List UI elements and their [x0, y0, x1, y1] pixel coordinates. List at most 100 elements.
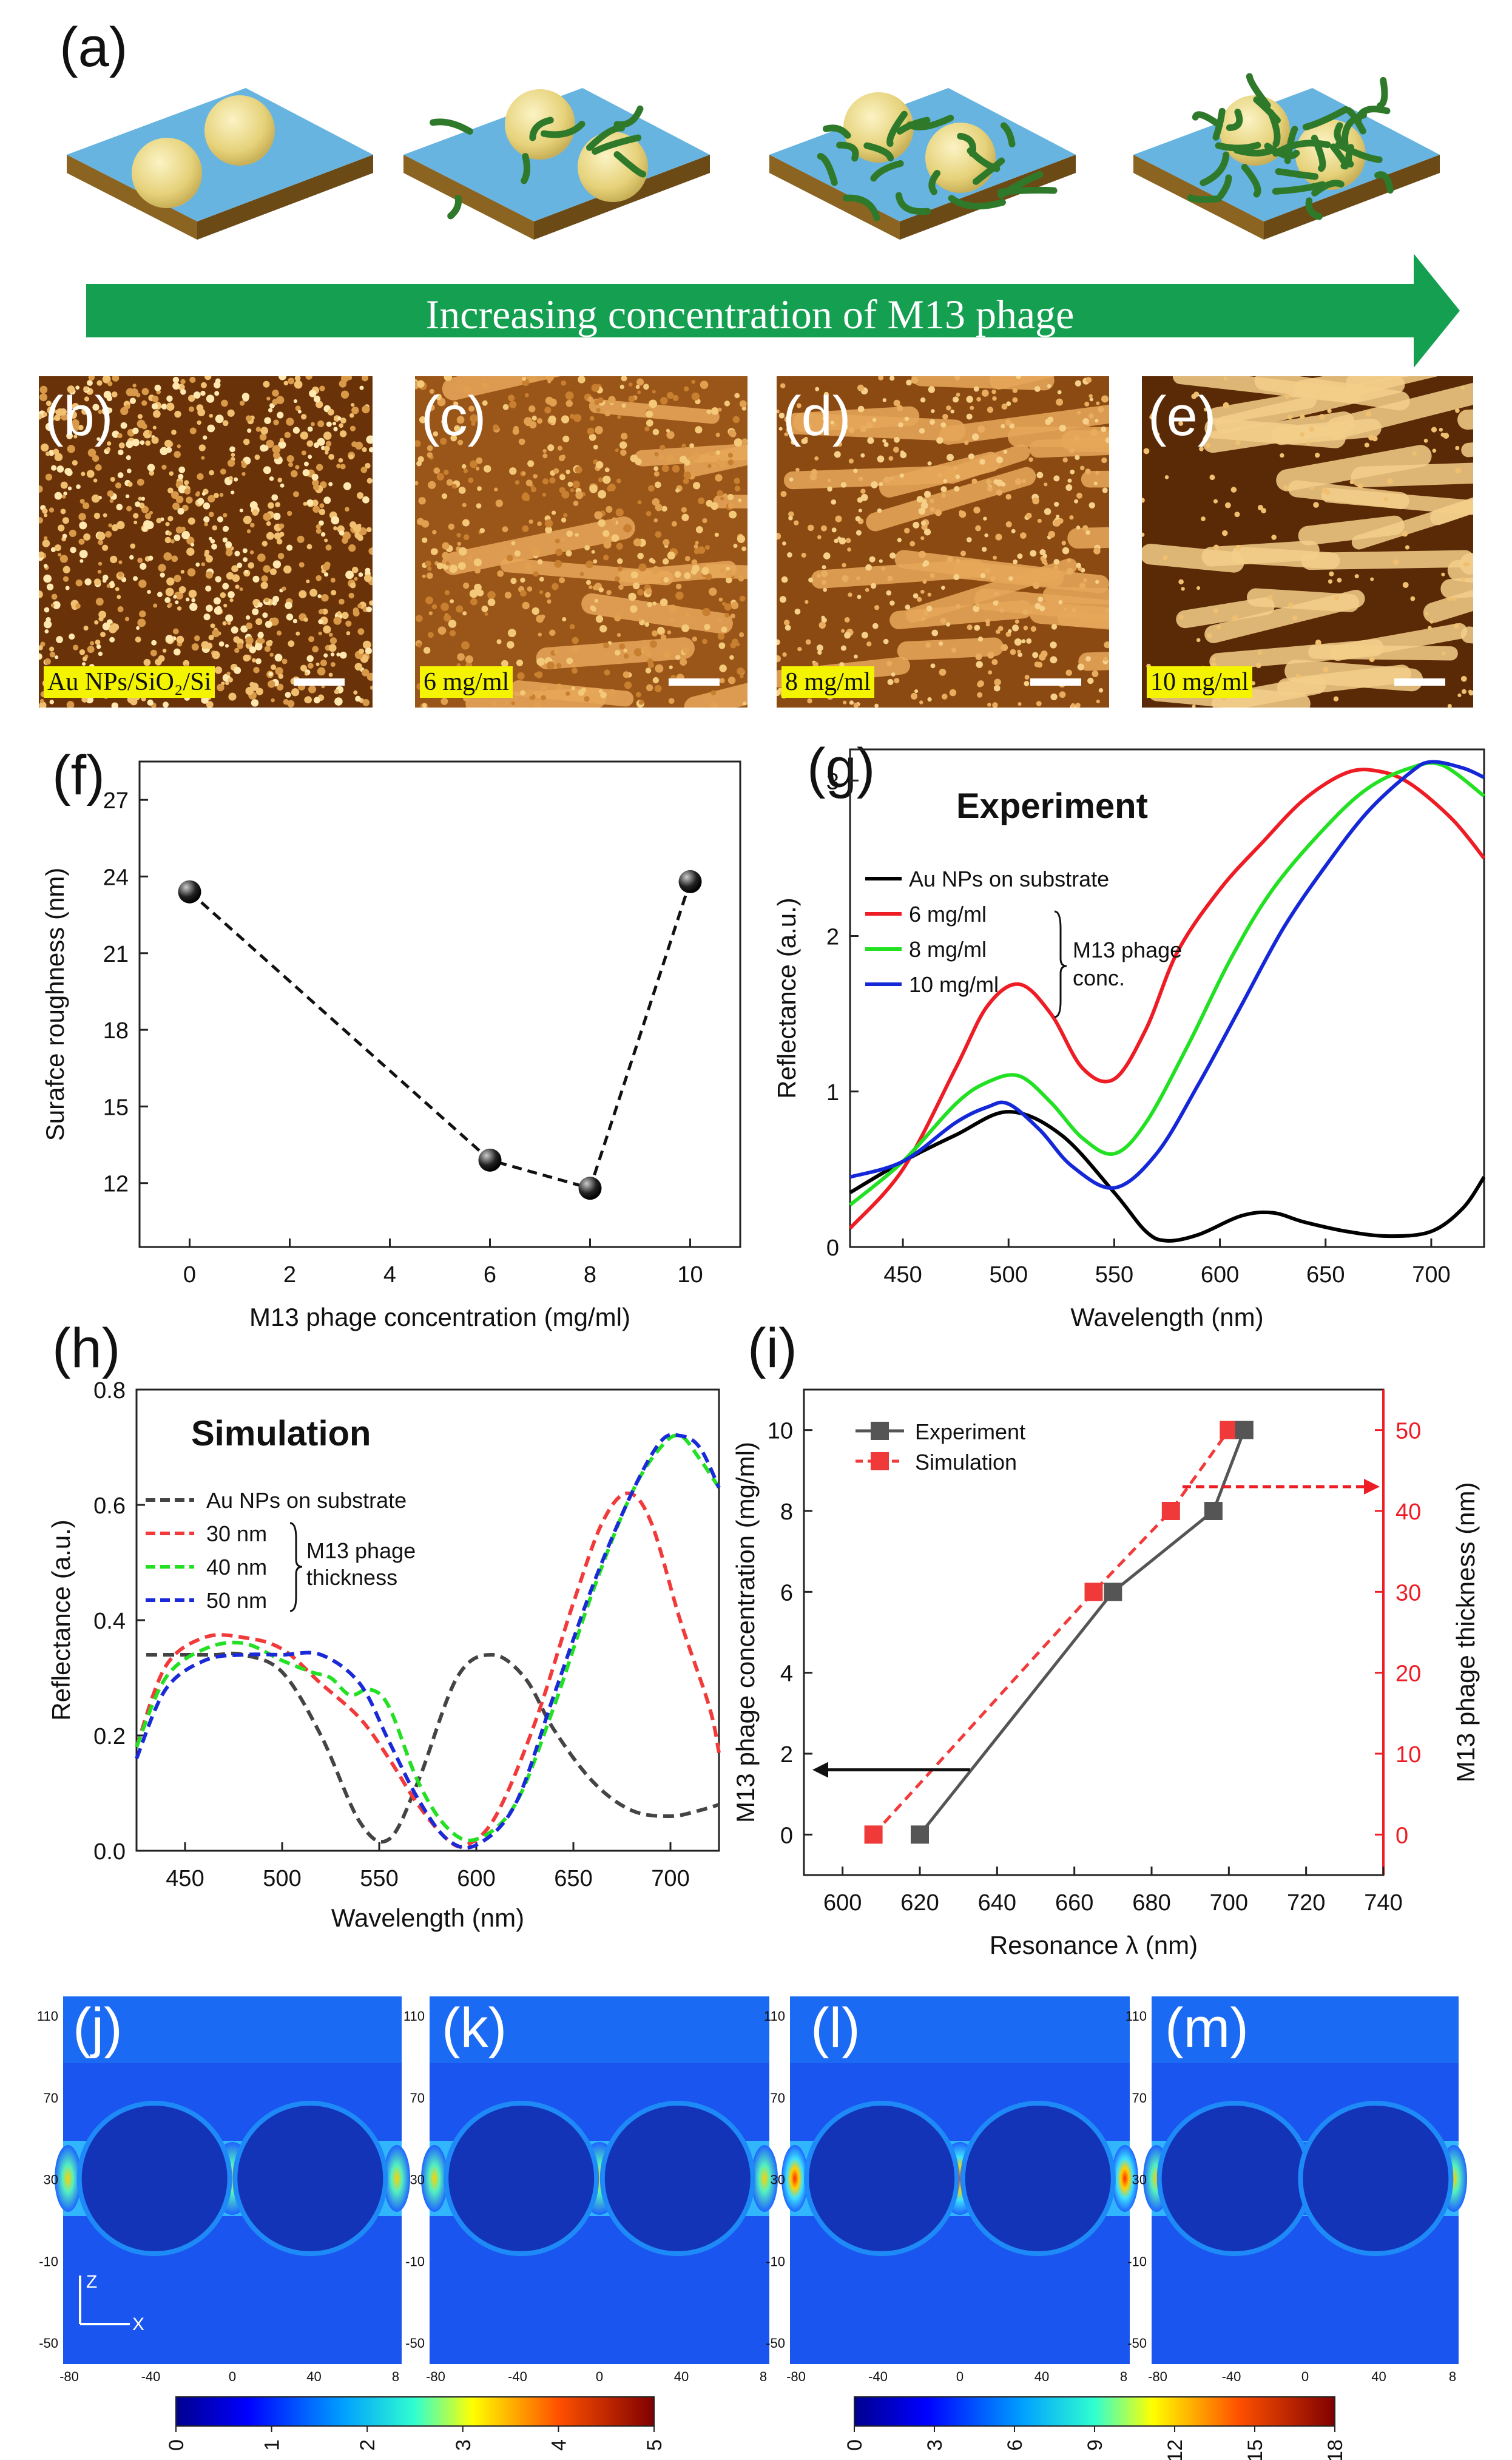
afm-particle	[132, 427, 139, 434]
afm-particle	[1369, 657, 1375, 663]
afm-particle	[462, 519, 470, 527]
afm-particle	[693, 482, 701, 490]
afm-particle	[1154, 431, 1160, 438]
afm-particle	[427, 566, 432, 571]
afm-particle	[54, 655, 59, 660]
afm-particle	[253, 667, 260, 674]
afm-particle	[868, 424, 873, 428]
experiment-point	[1104, 1583, 1122, 1601]
afm-particle	[609, 689, 616, 697]
afm-particle	[118, 442, 125, 449]
afm-particle	[674, 571, 681, 578]
x-tick-label: 700	[651, 1866, 689, 1891]
afm-particle	[174, 410, 181, 418]
afm-particle	[612, 520, 617, 524]
afm-particle	[79, 550, 88, 558]
afm-particle	[450, 434, 457, 442]
afm-particle	[532, 547, 540, 556]
afm-particle	[263, 466, 271, 475]
afm-particle	[366, 606, 372, 613]
afm-particle	[458, 486, 466, 494]
afm-particle	[780, 383, 786, 388]
afm-particle	[1271, 535, 1277, 540]
afm-particle	[1105, 607, 1109, 612]
afm-particle	[1095, 470, 1099, 475]
afm-particle	[279, 532, 285, 537]
afm-particle	[351, 407, 359, 414]
afm-particle	[84, 396, 90, 402]
afm-particle	[222, 537, 228, 543]
afm-particle	[1283, 485, 1289, 490]
afm-particle	[334, 689, 339, 694]
afm-particle	[1032, 652, 1039, 658]
afm-particle	[1149, 414, 1155, 420]
field-x-tick-label: -40	[868, 2369, 888, 2384]
afm-particle	[227, 621, 231, 625]
afm-particle	[608, 396, 616, 404]
afm-particle	[734, 478, 740, 484]
edge-hotspot	[383, 2145, 410, 2212]
gold-nanoparticle	[925, 123, 996, 193]
afm-particle	[98, 410, 103, 414]
afm-particle	[415, 481, 419, 485]
afm-particle	[231, 453, 235, 457]
afm-particle	[654, 451, 659, 457]
afm-particle	[607, 486, 612, 492]
afm-particle	[717, 632, 725, 640]
afm-particle	[561, 537, 565, 541]
afm-particle	[448, 523, 455, 530]
afm-particle	[1092, 670, 1099, 677]
gold-nanoparticle	[204, 95, 275, 166]
afm-particle	[93, 478, 98, 483]
afm-particle	[1368, 434, 1374, 441]
m13-phage-filament	[1376, 76, 1388, 109]
afm-particle	[681, 507, 687, 513]
afm-particle	[164, 439, 172, 448]
afm-particle	[273, 512, 281, 521]
afm-particle	[274, 654, 283, 662]
afm-particle	[930, 507, 935, 512]
afm-particle	[1056, 515, 1060, 519]
afm-particle	[520, 690, 525, 695]
afm-particle	[1063, 607, 1067, 612]
afm-particle	[1223, 402, 1229, 408]
afm-particle	[1014, 619, 1019, 624]
afm-particle	[328, 632, 333, 637]
substrate-side-right-4	[1264, 155, 1440, 240]
afm-particle	[243, 438, 250, 445]
afm-particle	[1323, 666, 1329, 672]
afm-particle	[241, 462, 247, 468]
afm-particle	[265, 621, 272, 628]
afm-particle	[858, 476, 863, 482]
afm-particle	[572, 481, 580, 488]
afm-particle	[145, 440, 151, 446]
afm-particle	[544, 407, 552, 414]
afm-particle	[777, 655, 781, 663]
afm-particle	[231, 626, 238, 634]
afm-particle	[449, 564, 458, 573]
afm-particle	[844, 617, 850, 623]
afm-particle	[854, 654, 858, 659]
afm-particle	[1315, 640, 1321, 646]
x-tick-label: 500	[263, 1866, 301, 1891]
afm-particle	[717, 407, 722, 412]
field-x-tick-label: 40	[674, 2369, 689, 2384]
afm-particle	[777, 533, 781, 540]
afm-particle	[1143, 448, 1150, 454]
afm-particle	[879, 559, 883, 563]
afm-particle	[1455, 408, 1460, 413]
afm-particle	[110, 555, 118, 564]
afm-particle	[623, 654, 629, 659]
x-tick-label: 0	[183, 1262, 196, 1288]
afm-particle	[83, 533, 91, 541]
afm-particle	[169, 471, 174, 476]
afm-particle	[516, 659, 524, 666]
afm-particle	[1056, 398, 1064, 406]
afm-phage-streak	[783, 465, 956, 490]
afm-particle	[645, 667, 652, 674]
afm-particle	[889, 600, 895, 606]
afm-particle	[532, 607, 539, 615]
afm-particle	[509, 400, 517, 408]
afm-particle	[75, 385, 80, 390]
afm-particle	[617, 415, 621, 419]
